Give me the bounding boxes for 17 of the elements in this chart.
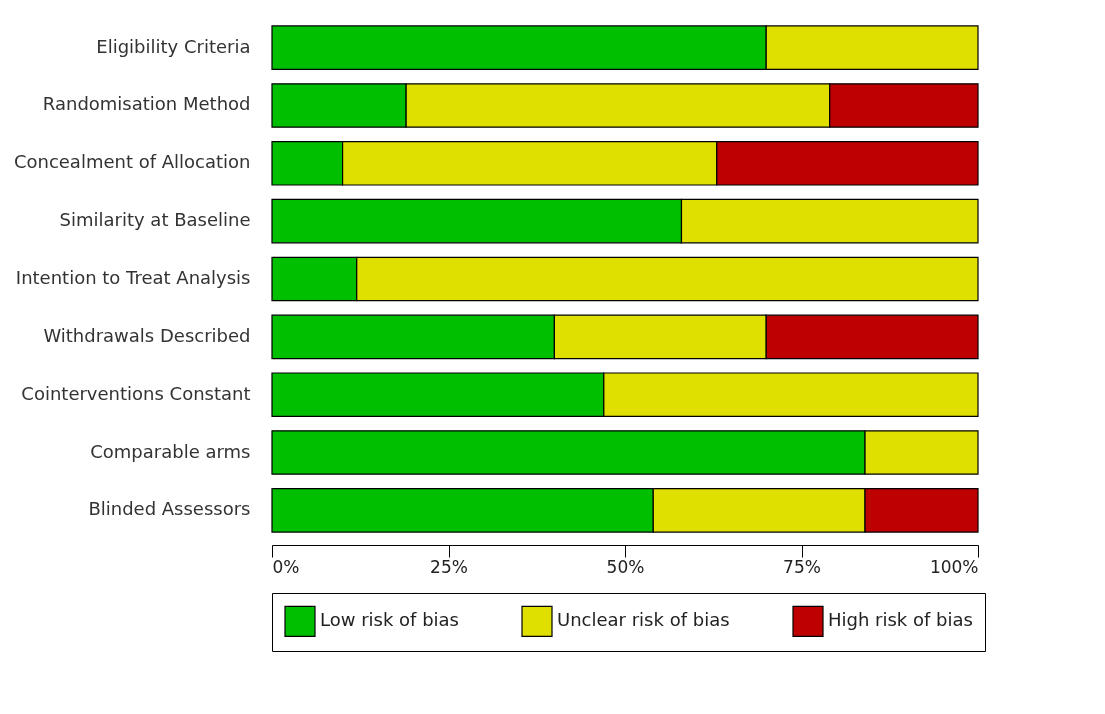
- x-tick-label: 50%: [606, 556, 645, 577]
- y-tick-label: Withdrawals Described: [43, 324, 251, 346]
- legend-label: Low risk of bias: [320, 609, 459, 631]
- x-tick-label: 25%: [430, 556, 468, 577]
- x-tick-label: 100%: [929, 556, 979, 577]
- y-tick-label: Blinded Assessors: [88, 498, 251, 520]
- x-tick-label: 0%: [272, 556, 300, 577]
- y-tick-label: Cointerventions Constant: [21, 382, 251, 404]
- y-tick-label: Concealment of Allocation: [13, 151, 251, 173]
- y-tick-label: Comparable arms: [90, 440, 251, 462]
- legend-label: Unclear risk of bias: [557, 609, 730, 631]
- y-tick-label: Similarity at Baseline: [59, 209, 251, 231]
- y-tick-label: Randomisation Method: [42, 93, 251, 115]
- legend-label: High risk of bias: [828, 609, 973, 631]
- y-tick-label: Eligibility Criteria: [96, 35, 251, 57]
- x-tick-label: 75%: [783, 556, 821, 577]
- y-tick-label: Intention to Treat Analysis: [15, 267, 251, 288]
